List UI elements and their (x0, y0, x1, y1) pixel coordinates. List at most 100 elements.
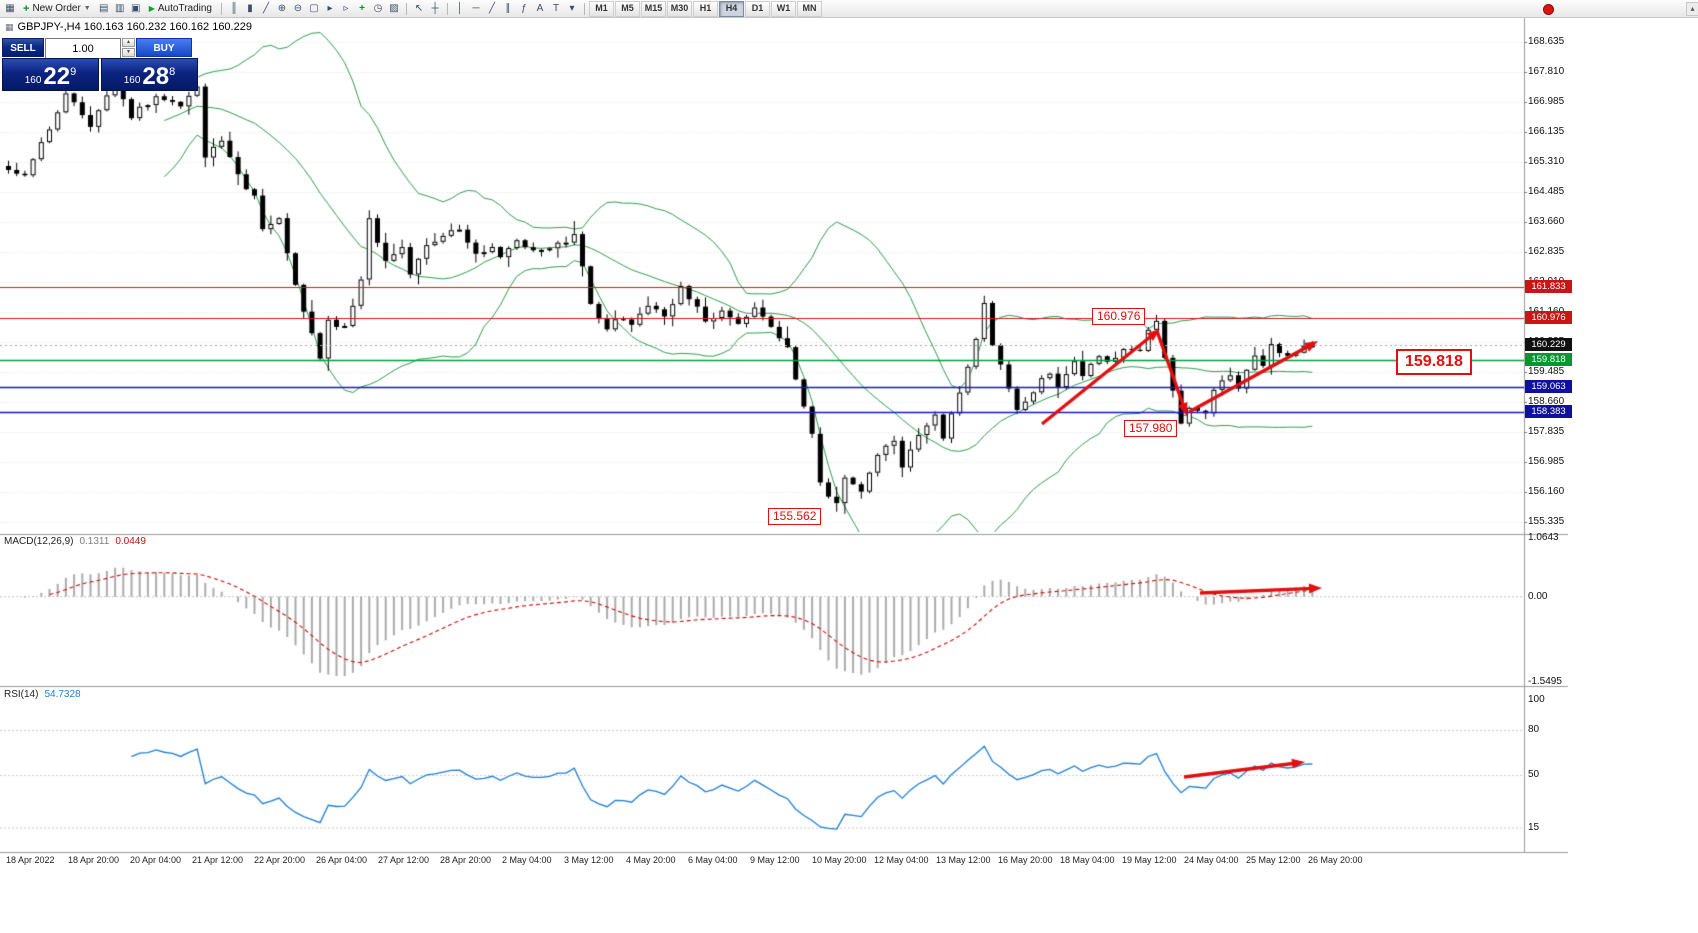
autotrading-button[interactable]: ▶ AutoTrading (144, 1, 217, 16)
price-axis-label: 164.485 (1528, 186, 1565, 197)
zoom-in-icon[interactable]: ⊕ (277, 2, 287, 14)
vertical-line-icon[interactable]: │ (456, 2, 464, 14)
price-axis-label: 158.660 (1528, 396, 1565, 407)
buy-price-display[interactable]: 160 28 8 (101, 58, 198, 91)
fibonacci-icon[interactable]: ƒ (521, 2, 527, 14)
chart-annotation-155.562[interactable]: 155.562 (768, 508, 822, 525)
time-axis-label: 21 Apr 12:00 (192, 855, 244, 865)
price-axis-label: 163.660 (1528, 216, 1565, 227)
time-axis-label: 26 May 20:00 (1308, 855, 1363, 865)
autotrading-label: AutoTrading (157, 3, 212, 14)
time-axis-label: 12 May 04:00 (874, 855, 929, 865)
timeframe-mn-button[interactable]: MN (797, 0, 822, 17)
sell-price-prefix: 160 (24, 75, 42, 86)
timeframe-d1-button[interactable]: D1 (745, 0, 770, 17)
candlestick-chart-icon[interactable]: ▮ (247, 2, 253, 14)
arrows-dropdown-icon[interactable]: ▾ (569, 2, 575, 14)
rsi-axis-label: 80 (1528, 724, 1540, 735)
price-marker-159.818: 159.818 (1525, 353, 1572, 367)
toolbar-overflow-icon[interactable]: ▴ (1686, 2, 1698, 16)
timeframe-w1-button[interactable]: W1 (771, 0, 796, 17)
periods-icon[interactable]: ◷ (373, 2, 383, 14)
buy-price-prefix: 160 (123, 75, 141, 86)
chart-annotation-160.976[interactable]: 160.976 (1092, 308, 1146, 325)
price-axis-label: 157.835 (1528, 426, 1565, 437)
timeframe-m1-button[interactable]: M1 (589, 0, 614, 17)
time-axis-label: 16 May 20:00 (998, 855, 1053, 865)
price-axis-label: 156.160 (1528, 486, 1565, 497)
trendline-icon[interactable]: ╱ (488, 2, 496, 14)
time-axis-label: 19 May 12:00 (1122, 855, 1177, 865)
sell-price-big: 22 (43, 63, 71, 90)
timeframe-h4-button[interactable]: H4 (719, 0, 744, 17)
time-axis-label: 2 May 04:00 (502, 855, 552, 865)
rsi-value: 54.7328 (44, 689, 81, 700)
symbol-ohlc-text: GBPJPY-,H4 160.163 160.232 160.162 160.2… (17, 21, 252, 33)
rsi-name: RSI(14) (4, 689, 39, 700)
chart-mini-icon: ▦ (5, 21, 14, 32)
price-axis-label: 166.985 (1528, 96, 1565, 107)
sell-price-sup: 9 (70, 66, 77, 78)
time-axis-label: 13 May 12:00 (936, 855, 991, 865)
macd-axis-label: 0.00 (1528, 590, 1548, 602)
indicators-icon[interactable]: + (359, 2, 365, 14)
record-icon[interactable] (1543, 4, 1554, 15)
price-axis-label: 166.135 (1528, 126, 1565, 137)
time-axis-label: 27 Apr 12:00 (378, 855, 430, 865)
rsi-axis-label: 15 (1528, 821, 1540, 833)
price-axis-label: 167.810 (1528, 66, 1565, 77)
price-axis-label: 165.310 (1528, 156, 1565, 167)
volume-down-icon[interactable]: ▼ (122, 48, 135, 57)
price-axis-label: 156.985 (1528, 456, 1565, 467)
timeframe-m30-button[interactable]: M30 (667, 0, 692, 17)
text-icon[interactable]: A (536, 2, 544, 14)
time-axis-label: 28 Apr 20:00 (440, 855, 492, 865)
timeframe-h1-button[interactable]: H1 (693, 0, 718, 17)
sell-button[interactable]: SELL (2, 38, 44, 57)
templates-icon[interactable]: ▨ (389, 2, 399, 14)
price-marker-159.063: 159.063 (1525, 380, 1572, 394)
rsi-axis-label: 100 (1528, 694, 1545, 705)
time-axis-label: 18 May 04:00 (1060, 855, 1115, 865)
one-click-trading-panel: SELL ▲ ▼ BUY 160 22 9 160 28 8 (2, 38, 198, 91)
market-watch-icon[interactable]: ▥ (115, 2, 125, 14)
profiles-icon[interactable]: ▤ (99, 2, 109, 14)
chart-window-icon[interactable]: ▦ (5, 2, 15, 14)
auto-scroll-icon[interactable]: ▸ (327, 2, 333, 14)
timeframe-m5-button[interactable]: M5 (615, 0, 640, 17)
sell-price-display[interactable]: 160 22 9 (2, 58, 99, 91)
toolbar-separator (221, 2, 222, 15)
crosshair-icon[interactable]: ┼ (431, 2, 439, 14)
new-order-icon: + (23, 2, 30, 15)
chart-shift-icon[interactable]: ▹ (343, 2, 349, 14)
buy-button[interactable]: BUY (136, 38, 192, 57)
volume-input[interactable] (45, 38, 121, 59)
timeframe-m15-button[interactable]: M15 (641, 0, 666, 17)
navigator-icon[interactable]: ▣ (131, 2, 141, 14)
time-axis-label: 25 May 12:00 (1246, 855, 1301, 865)
macd-axis-label: -1.5495 (1528, 676, 1562, 687)
buy-price-big: 28 (142, 63, 170, 90)
chart-annotation-159.818[interactable]: 159.818 (1396, 349, 1472, 375)
macd-signal-value: 0.0449 (115, 536, 146, 547)
horizontal-line-icon[interactable]: ─ (472, 2, 480, 14)
equidistant-channel-icon[interactable]: ∥ (505, 2, 511, 14)
time-axis-label: 4 May 20:00 (626, 855, 676, 865)
zoom-out-icon[interactable]: ⊖ (293, 2, 303, 14)
time-axis-label: 3 May 12:00 (564, 855, 614, 865)
chart-annotation-157.980[interactable]: 157.980 (1124, 420, 1178, 437)
volume-up-icon[interactable]: ▲ (122, 38, 135, 47)
new-order-button[interactable]: + New Order ▼ (18, 1, 96, 16)
play-icon: ▶ (148, 4, 155, 13)
cursor-icon[interactable]: ↖ (414, 2, 424, 14)
price-marker-161.833: 161.833 (1525, 280, 1572, 294)
bar-chart-icon[interactable]: ║ (230, 2, 238, 14)
buy-price-sup: 8 (169, 66, 176, 78)
line-chart-icon[interactable]: ╱ (262, 2, 270, 14)
price-marker-160.229: 160.229 (1525, 338, 1572, 352)
text-label-icon[interactable]: T (552, 2, 560, 14)
rsi-axis-label: 50 (1528, 769, 1540, 780)
tile-windows-icon[interactable]: ▢ (309, 2, 319, 14)
volume-stepper[interactable]: ▲ ▼ (122, 38, 135, 57)
